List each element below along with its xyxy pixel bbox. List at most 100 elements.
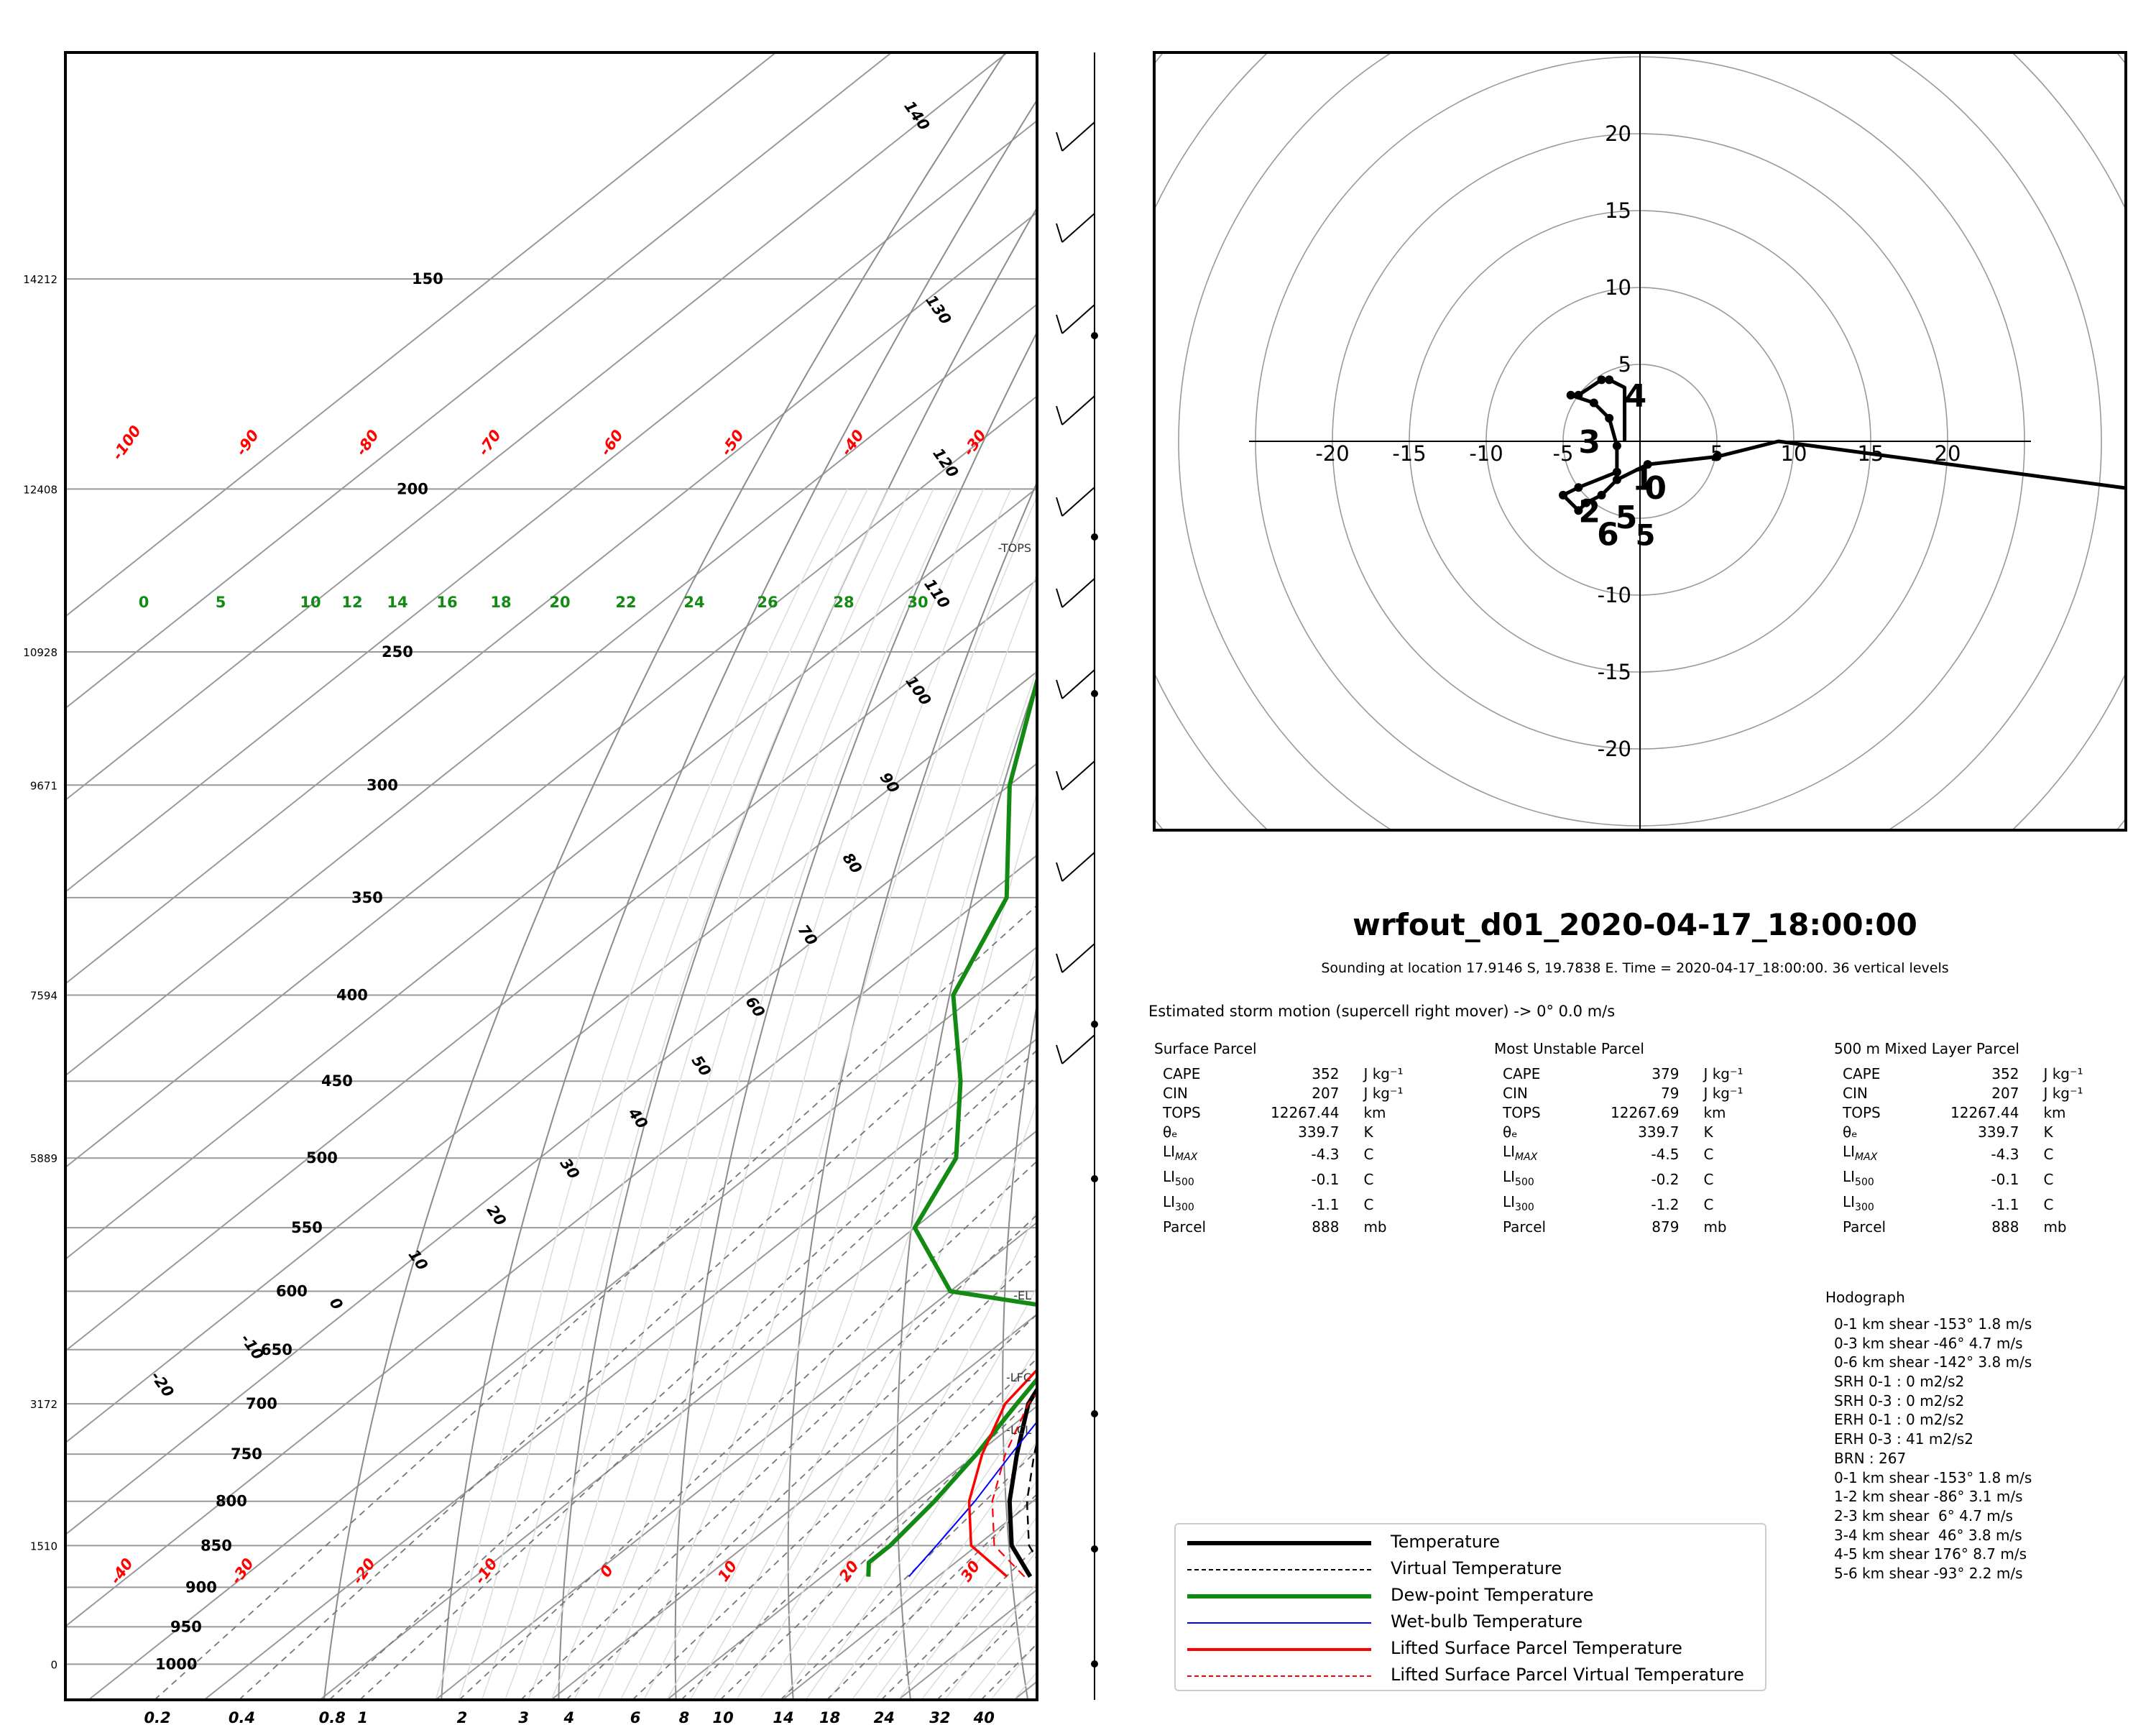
- parcel-value: 888: [1312, 1218, 1340, 1236]
- isotherm-label: -50: [718, 427, 747, 459]
- legend-swatch: [1187, 1622, 1371, 1624]
- parcel-unit: K: [1703, 1123, 1713, 1141]
- parcel-title: Most Unstable Parcel: [1494, 1040, 1644, 1057]
- theta-e-label: 0: [139, 594, 149, 611]
- dry-adiabat: [1572, 52, 1743, 1700]
- hodograph-point: [1612, 467, 1621, 477]
- legend-item: Temperature: [1187, 1530, 1755, 1557]
- calm-dot: [1091, 1175, 1098, 1182]
- moist-adiabat: [851, 1440, 1037, 1700]
- wind-barb: [1061, 943, 1095, 973]
- mixing-ratio-line: [632, 1313, 1037, 1700]
- parcel-param: CIN: [1503, 1085, 1528, 1102]
- moist-adiabat: [573, 489, 985, 1700]
- parcel-row: TOPS 12267.44 km: [1163, 1103, 1404, 1123]
- hodograph-height-label: 5: [1636, 519, 1656, 552]
- parcel-value: 12267.69: [1611, 1104, 1680, 1121]
- parcel-param: LIMAX: [1843, 1143, 1878, 1163]
- dry-adiabat: [323, 52, 1006, 1700]
- moist-adiabat: [528, 489, 934, 1700]
- parcel-unit: K: [1363, 1123, 1373, 1141]
- parcel-unit: J kg⁻¹: [1703, 1085, 1743, 1102]
- barb-flag: [1056, 405, 1063, 426]
- calm-dot: [1091, 533, 1098, 540]
- surface-parcel-table: Surface Parcel CAPE 352 J kg⁻¹ CIN 207 J kg⁻¹…: [1154, 1040, 1404, 1237]
- legend-label: Dew-point Temperature: [1391, 1585, 1594, 1605]
- theta-e-label: 26: [757, 594, 778, 611]
- height-label: 1510: [30, 1540, 57, 1552]
- barb-flag: [1056, 679, 1063, 699]
- hodograph-point: [1589, 398, 1598, 408]
- level-marker: -LCL: [1006, 1423, 1031, 1437]
- hodograph-stat-line: 0-1 km shear -153° 1.8 m/s: [1834, 1468, 2032, 1486]
- parcel-param: Parcel: [1843, 1218, 1886, 1236]
- moist-adiabat: [596, 489, 1012, 1700]
- wind-barb: [1061, 213, 1095, 243]
- parcel-unit: J kg⁻¹: [1703, 1065, 1743, 1082]
- wind-barbs: [1056, 52, 1098, 1700]
- barb-flag: [1056, 1044, 1063, 1064]
- moist-adiabat: [712, 947, 1037, 1700]
- isotherm-label: -60: [597, 427, 627, 459]
- mixing-ratio-label: 0.8: [319, 1709, 346, 1725]
- moist-adiabat: [550, 489, 959, 1700]
- parcel-value: -0.1: [1311, 1171, 1340, 1188]
- theta-e-label: 22: [615, 594, 636, 611]
- parcel-unit: J kg⁻¹: [2043, 1085, 2083, 1102]
- mixing-ratio-label: 1: [357, 1709, 368, 1725]
- mixing-ratio-label: 2: [457, 1709, 468, 1725]
- legend-label: Lifted Surface Parcel Temperature: [1391, 1638, 1682, 1658]
- pressure-label: 900: [185, 1578, 217, 1596]
- parcel-row: LI500 -0.1 C: [1163, 1167, 1404, 1192]
- moist-adiabat: [735, 1099, 1037, 1700]
- parcel-param: LI500: [1503, 1168, 1534, 1188]
- mixing-ratio-line: [328, 1049, 1037, 1700]
- parcel-value: 207: [1991, 1085, 2019, 1102]
- height-label: 12408: [23, 483, 57, 496]
- height-label: 7594: [30, 990, 57, 1003]
- hodograph-point: [1582, 498, 1591, 507]
- isotherm-label: 20: [836, 1558, 862, 1585]
- adiabat-label: 80: [839, 850, 865, 877]
- parcel-param: θₑ: [1163, 1123, 1178, 1141]
- moist-adiabat: [898, 1516, 1037, 1700]
- dry-adiabat: [1300, 52, 1560, 1700]
- isotherm: [65, 854, 1037, 1628]
- moist-adiabat: [875, 1479, 1037, 1700]
- parcel-param: Parcel: [1503, 1218, 1547, 1236]
- wind-barb: [1061, 669, 1095, 699]
- mixing-ratio-line: [566, 1254, 1037, 1700]
- mixing-ratio-line: [719, 1393, 1037, 1700]
- mixing-ratio-label: 32: [929, 1709, 950, 1725]
- hodograph-stat-line: SRH 0-3 : 0 m2/s2: [1834, 1392, 1965, 1409]
- barb-flag: [1056, 862, 1063, 882]
- hodograph-point: [1559, 490, 1567, 500]
- moist-adiabat: [689, 791, 1037, 1700]
- theta-e-label: 12: [341, 594, 362, 611]
- isotherm: [65, 211, 1037, 985]
- dry-adiabat: [2055, 52, 2156, 1700]
- dry-adiabat: [1393, 52, 1621, 1700]
- hodograph-y-tick: 20: [1605, 121, 1631, 146]
- parcel-row: LI300 -1.1 C: [1163, 1192, 1404, 1218]
- pressure-label: 500: [306, 1149, 338, 1167]
- hodograph-point: [1574, 483, 1583, 492]
- parcel-value: 888: [1991, 1218, 2019, 1236]
- parcel-unit: mb: [2043, 1218, 2067, 1236]
- hodograph-x-tick: -15: [1392, 441, 1426, 466]
- adiabat-label: 10: [405, 1246, 431, 1274]
- isotherm-label: -100: [109, 423, 144, 464]
- hodograph-height-label: 4: [1625, 378, 1647, 415]
- parcel-unit: J kg⁻¹: [1363, 1085, 1404, 1102]
- pressure-label: 750: [231, 1445, 262, 1463]
- theta-e-label: 16: [436, 594, 457, 611]
- legend-item: Dew-point Temperature: [1187, 1583, 1755, 1610]
- isotherm-label: -70: [475, 427, 505, 459]
- parcel-unit: C: [1703, 1171, 1714, 1188]
- parcel-row: Parcel 879 mb: [1503, 1218, 1743, 1237]
- moist-adiabat: [990, 1642, 1037, 1700]
- parcel-unit: km: [1363, 1104, 1386, 1121]
- height-label: 5889: [30, 1152, 57, 1165]
- parcel-row: θₑ 339.7 K: [1843, 1123, 2083, 1142]
- adiabat-label: 70: [795, 921, 821, 949]
